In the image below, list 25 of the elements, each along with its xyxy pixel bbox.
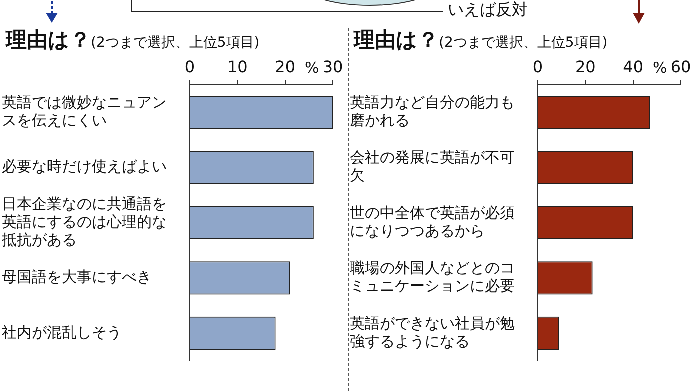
y-tick-label: 社内が混乱しそう	[2, 323, 122, 342]
x-tick-label: 20	[275, 58, 296, 77]
x-tick-label: 20	[575, 58, 596, 77]
chart-title: 理由は？	[354, 28, 439, 52]
y-tick-label: 日本企業なのに共通語を英語にするのは心理的な抵抗がある	[1, 194, 167, 249]
chart-subtitle: (2つまで選択、上位5項目)	[439, 35, 608, 51]
y-tick-label: 世の中全体で英語が必須になりつつあるから	[350, 204, 515, 240]
y-tick-label: 母国語を大事にすべき	[2, 268, 152, 286]
x-axis-title: %	[653, 58, 668, 77]
chart-subtitle: (2つまで選択、上位5項目)	[91, 35, 260, 51]
x-tick-label: 0	[532, 58, 544, 77]
y-tick-label: 英語力など自分の能力も磨かれる	[350, 93, 515, 130]
x-tick-label: 0	[184, 58, 196, 77]
x-tick-label: 10	[227, 58, 248, 77]
x-tick-label: 30	[322, 58, 344, 77]
y-tick-label: 職場の外国人などとのコミュニケーションに必要	[350, 259, 515, 296]
y-tick-label: 英語ができない社員が勉強するようになる	[350, 314, 515, 350]
y-tick-label: 必要な時だけ使えばよい	[2, 158, 167, 176]
x-tick-label: 60	[670, 58, 692, 77]
chart-title: 理由は？	[6, 28, 91, 52]
x-tick-label: 40	[623, 58, 644, 77]
x-axis-title: %	[305, 58, 320, 77]
y-tick-label: 会社の発展に英語が不可欠	[350, 148, 515, 185]
text: いえば反対	[448, 0, 528, 19]
y-tick-label: 英語では微妙なニュアンスを伝えにくい	[2, 93, 167, 130]
